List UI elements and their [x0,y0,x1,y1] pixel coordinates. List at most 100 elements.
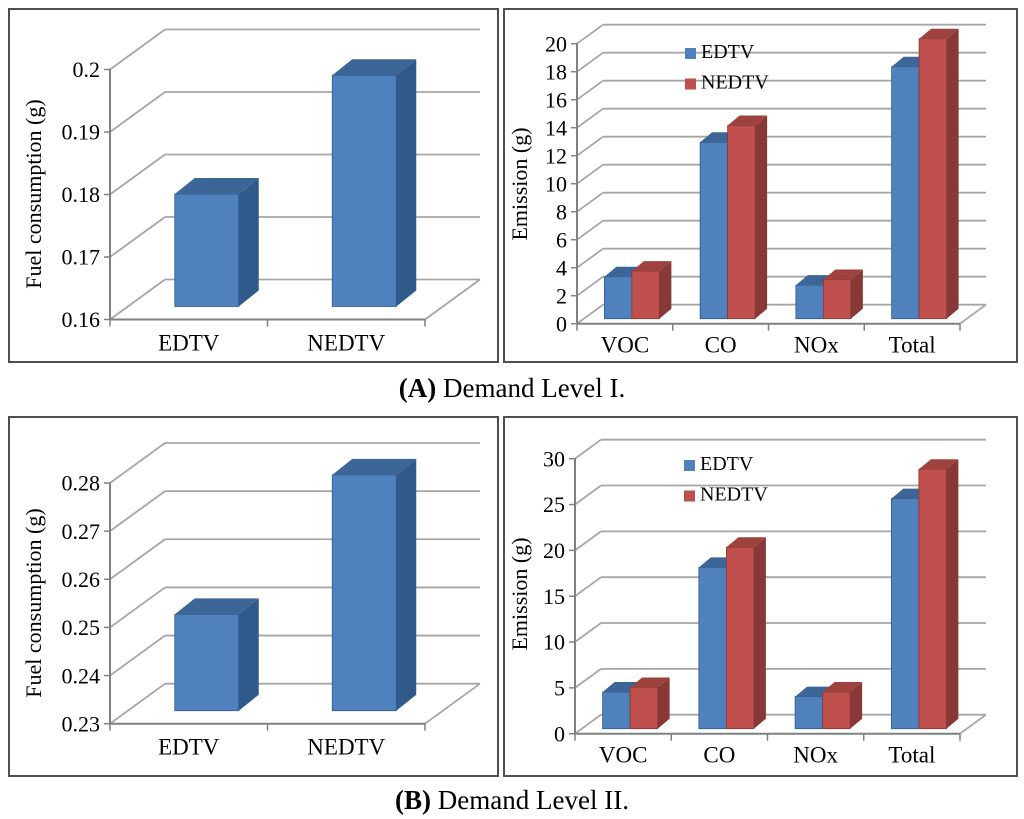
bar-front-face [794,696,824,730]
category-label: CO [705,333,737,358]
bar-front-face [631,270,660,320]
bar-front-face [725,546,755,730]
y-tick-label: 25 [543,492,565,517]
category-labels: EDTV NEDTV [158,735,386,760]
legend-swatch-EDTV [685,48,696,59]
y-tick-label: 16 [545,87,567,112]
bar-NOx-NEDTV [822,682,863,730]
legend-label: NEDTV [700,484,768,506]
bar-top-face [726,537,766,548]
y-tick-label: 0.25 [62,615,101,640]
category-label: Total [889,333,936,358]
legend: EDTV NEDTV [684,453,768,506]
y-tick-label: 0.26 [62,567,101,592]
bar-front-face [795,284,824,320]
axes [571,42,961,331]
panel-emission-level-1: 0 2 4 6 8 10 12 14 16 18 20 VOC CO NOx Total Emission (… [503,8,1018,363]
bar-side-face [755,115,768,319]
bar-side-face [396,59,417,307]
y-tick-label: 0.23 [62,711,101,736]
category-label: VOC [599,743,648,768]
legend-swatch-EDTV [684,460,695,471]
caption-demand-level-2: (B) Demand Level II. [0,780,1024,819]
bars [174,458,417,712]
bar-front-face [890,498,920,730]
y-tick-label: 0.16 [62,307,101,332]
bar-top-face [174,178,259,194]
y-tick-labels: 0.16 0.17 0.18 0.19 0.2 [62,57,101,332]
legend-label: NEDTV [701,72,769,94]
caption-a-letter: (A) [398,373,437,403]
y-tick-label: 0 [556,311,567,336]
bar-front-face [629,687,659,730]
y-tick-label: 20 [543,538,565,563]
bar-top-face [630,677,670,688]
y-axis-title: Emission (g) [507,537,532,650]
axes [104,68,426,327]
bar-side-face [659,261,672,319]
bar-NEDTV-value [331,458,417,712]
gridlines [109,28,481,321]
y-tick-labels: 0 5 10 15 20 25 30 [543,446,565,746]
caption-b-text: Demand Level II. [431,785,629,815]
bar-front-face [602,691,631,730]
bar-front-face [918,38,948,320]
y-tick-labels: 0.23 0.24 0.25 0.26 0.27 0.28 [62,471,101,737]
bar-NEDTV-value [331,59,417,307]
bars [174,59,417,307]
y-tick-label: 15 [543,584,565,609]
bars [602,459,959,730]
axes [569,457,961,741]
legend: EDTV NEDTV [685,41,769,94]
bar-side-face [946,28,959,319]
bar-front-face [822,691,851,730]
bar-side-face [396,458,417,711]
bar-front-face [822,279,852,320]
y-tick-label: 8 [556,199,567,224]
bar-side-face [946,459,959,729]
y-tick-label: 6 [556,227,567,252]
y-axis-title: Emission (g) [507,127,532,240]
caption-a-text: Demand Level I. [436,373,626,403]
bar-Total-NEDTV [918,28,959,320]
bar-front-face [331,74,397,307]
panel-fuel-consumption-level-2: 0.23 0.24 0.25 0.26 0.27 0.28 EDTV NEDTV Fuel co… [8,416,499,777]
bar-NOx-NEDTV [822,269,863,320]
bar-top-face [822,682,863,693]
bar-CO-NEDTV [725,537,766,730]
category-label: NEDTV [307,331,385,356]
category-labels: VOC CO NOx Total [601,333,936,358]
bar-top-face [332,458,417,475]
bar-top-face [332,59,417,76]
y-tick-label: 0.17 [62,245,101,270]
y-tick-label: 0.24 [62,663,101,688]
y-tick-label: 12 [545,143,567,168]
bar-EDTV-value [174,178,259,307]
bar-front-face [174,614,240,712]
category-labels: EDTV NEDTV [158,331,386,356]
y-tick-label: 0.28 [62,471,101,496]
category-label: NEDTV [307,735,385,760]
bar-front-face [727,125,756,320]
y-tick-label: 14 [545,115,567,140]
chart-emission-level-1: 0 2 4 6 8 10 12 14 16 18 20 VOC CO NOx Total Emission (… [507,23,987,358]
y-axis-title: Fuel consumption (g) [21,508,46,697]
legend-swatch-NEDTV [684,490,695,502]
y-tick-label: 4 [556,255,567,280]
bar-side-face [238,598,259,711]
caption-demand-level-1: (A) Demand Level I. [0,368,1024,412]
bar-VOC-NEDTV [631,261,672,320]
bar-front-face [891,66,920,320]
bar-top-face [918,459,959,470]
bar-front-face [331,474,397,712]
y-tick-label: 0.19 [62,120,101,145]
bars [603,28,959,320]
bar-top-face [727,115,768,126]
y-tick-labels: 0 2 4 6 8 10 12 14 16 18 20 [545,31,567,336]
bar-front-face [918,468,947,730]
category-label: NOx [794,333,839,358]
bar-CO-NEDTV [727,115,768,320]
chart-emission-level-2: 0 5 10 15 20 25 30 VOC CO NOx Total Emission (g) EDT… [507,438,987,768]
legend-label: EDTV [701,41,755,63]
